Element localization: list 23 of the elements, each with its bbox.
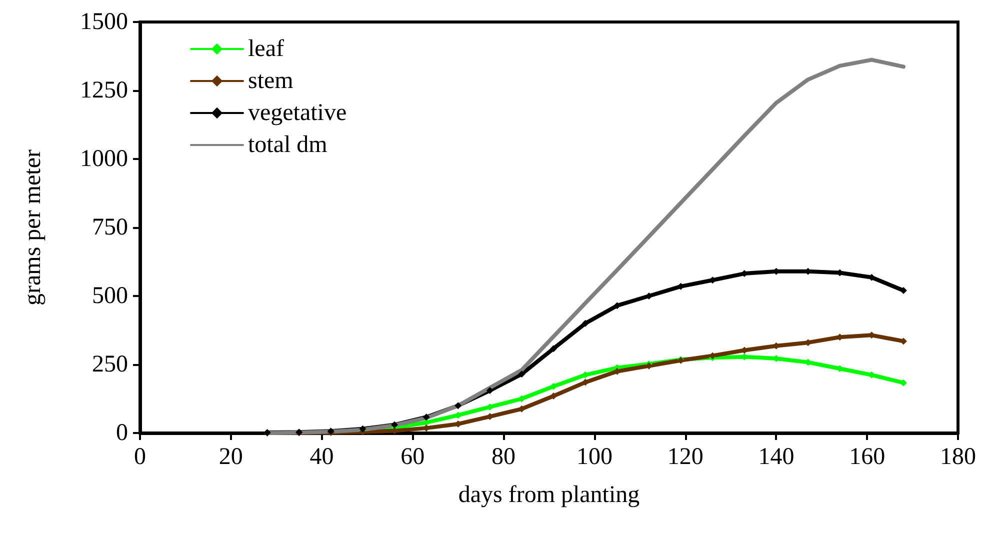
legend-label: vegetative (248, 100, 347, 126)
x-tick-label: 160 (849, 444, 886, 470)
x-tick-label: 60 (400, 444, 425, 470)
x-tick-label: 100 (576, 444, 612, 470)
x-tick-label: 180 (940, 444, 976, 470)
x-tick-label: 40 (310, 444, 334, 470)
x-tick-label: 0 (134, 444, 146, 470)
y-tick-label: 1000 (80, 146, 128, 172)
y-axis-title: grams per meter (20, 150, 46, 306)
x-tick-label: 20 (218, 444, 243, 470)
y-tick-label: 250 (92, 352, 128, 378)
x-tick-label: 140 (758, 444, 794, 470)
legend-label: leaf (248, 36, 284, 62)
y-tick-label: 500 (92, 283, 128, 309)
y-tick-label: 1500 (80, 9, 128, 35)
legend-label: total dm (248, 132, 328, 158)
y-tick-label: 0 (116, 420, 128, 446)
x-axis-title: days from planting (458, 482, 640, 508)
y-tick-label: 1250 (80, 78, 128, 104)
x-tick-label: 120 (667, 444, 704, 470)
y-tick-label: 750 (92, 214, 128, 240)
x-tick-label: 80 (492, 444, 516, 470)
legend-label: stem (248, 68, 294, 94)
